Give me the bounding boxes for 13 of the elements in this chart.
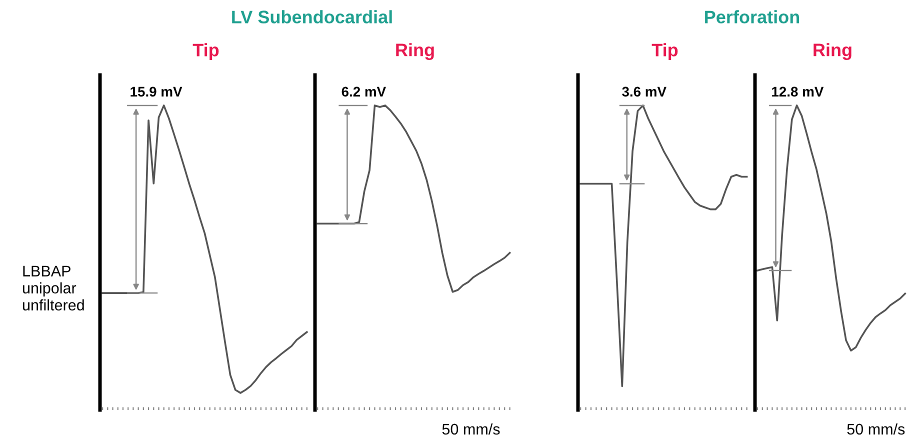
text: 3.6 mV — [622, 86, 666, 97]
y-axis-title: LBBAP unipolar unfiltered — [22, 266, 84, 311]
text: 15.9 mV — [130, 86, 182, 97]
x-axis-title: 50 mm/s — [442, 423, 500, 435]
chart-subtitle: Ring — [814, 43, 852, 60]
chart-subtitle: Tip — [652, 43, 678, 60]
text: 12.8 mV — [772, 86, 824, 97]
chart-subtitle: Ring — [396, 43, 434, 60]
chart-title: Perforation — [705, 10, 800, 24]
chart-subtitle: Tip — [192, 43, 219, 60]
text: 6.2 mV — [342, 86, 386, 97]
x-axis-title: 50 mm/s — [847, 423, 905, 435]
chart-title: LV Subendocardial — [232, 10, 392, 24]
